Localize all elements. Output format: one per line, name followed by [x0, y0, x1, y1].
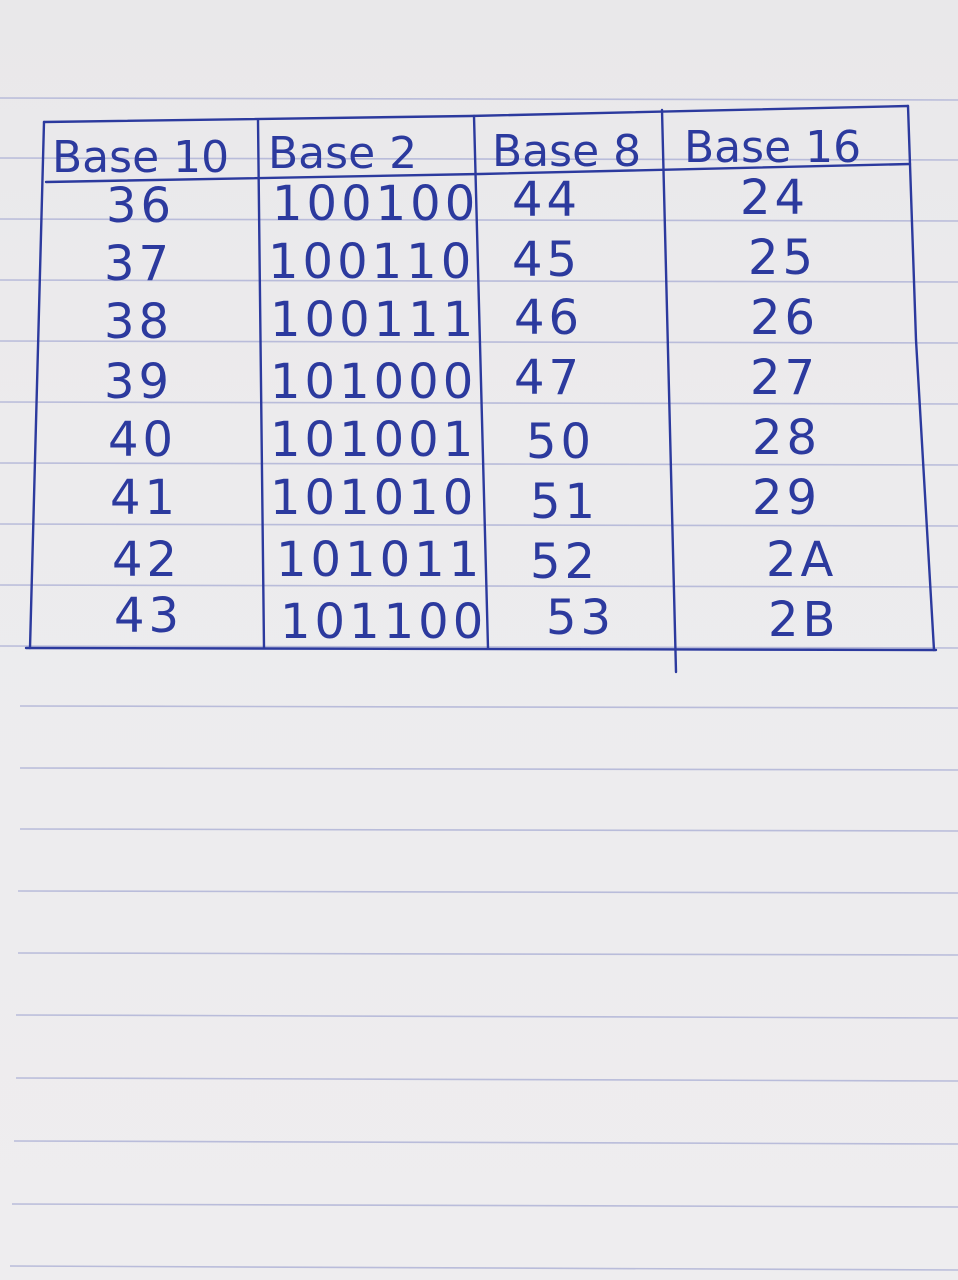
- cell-base-8: 51: [530, 474, 599, 530]
- ruled-line: [13, 1140, 958, 1145]
- table-row: 41 101010 51 29: [110, 470, 821, 530]
- table-row: 36 100100 44 24: [106, 170, 809, 234]
- cell-base-2: 101010: [270, 470, 477, 526]
- cell-base-2: 101001: [270, 412, 477, 468]
- cell-base-2: 100100: [272, 176, 479, 232]
- ruled-line: [0, 401, 958, 405]
- header-base-2: Base 2: [268, 128, 417, 179]
- ruled-line: [9, 1265, 958, 1271]
- table-row: 39 101000 47 27: [104, 350, 819, 410]
- table-top-border: [42, 104, 910, 124]
- cell-base-2: 101100: [280, 594, 487, 650]
- column-divider-2: [472, 114, 490, 650]
- cell-base-8: 45: [512, 232, 581, 288]
- cell-base-10: 43: [114, 588, 183, 644]
- cell-base-16: 25: [748, 230, 817, 286]
- ruled-line: [0, 523, 958, 527]
- ruled-line: [0, 218, 958, 222]
- ruled-line: [0, 462, 958, 466]
- ruled-line: [0, 97, 958, 101]
- header-underline: [44, 162, 912, 184]
- cell-base-16: 29: [752, 470, 821, 526]
- table-row: 40 101001 50 28: [108, 410, 821, 470]
- cell-base-2: 101000: [270, 354, 477, 410]
- cell-base-16: 2B: [768, 592, 839, 648]
- ruled-line: [0, 157, 958, 161]
- header-base-10: Base 10: [52, 132, 229, 183]
- cell-base-16: 28: [752, 410, 821, 466]
- cell-base-8: 44: [512, 172, 581, 228]
- ruled-line: [0, 645, 958, 649]
- ruled-line: [0, 584, 958, 588]
- table-left-border: [28, 120, 46, 650]
- table-right-border: [906, 104, 936, 652]
- cell-base-16: 26: [750, 290, 819, 346]
- cell-base-8: 52: [530, 534, 599, 590]
- column-divider-3: [660, 108, 678, 674]
- cell-base-10: 36: [106, 178, 175, 234]
- cell-base-10: 38: [104, 294, 173, 350]
- ruled-line: [19, 705, 958, 709]
- ruled-line: [11, 1203, 958, 1208]
- header-base-8: Base 8: [492, 126, 641, 177]
- table-bottom-border: [24, 646, 938, 652]
- cell-base-16: 27: [750, 350, 819, 406]
- cell-base-2: 100111: [270, 292, 477, 348]
- cell-base-8: 46: [514, 290, 583, 346]
- column-divider-1: [256, 118, 266, 650]
- cell-base-8: 53: [546, 590, 615, 646]
- table-row: 38 100111 46 26: [104, 290, 819, 350]
- cell-base-2: 100110: [268, 234, 475, 290]
- ruled-line: [17, 890, 958, 894]
- cell-base-10: 40: [108, 412, 177, 468]
- header-base-16: Base 16: [684, 122, 861, 173]
- ruled-line: [15, 1014, 958, 1019]
- cell-base-10: 42: [112, 532, 181, 588]
- cell-base-2: 101011: [276, 532, 483, 588]
- table-row: 37 100110 45 25: [104, 230, 817, 292]
- cell-base-8: 50: [526, 414, 595, 470]
- ruled-line: [19, 767, 958, 771]
- cell-base-16: 2A: [766, 532, 837, 588]
- cell-base-16: 24: [740, 170, 809, 226]
- table-row: 42 101011 52 2A: [112, 532, 837, 590]
- table-row: 43 101100 53 2B: [114, 588, 839, 650]
- cell-base-8: 47: [514, 350, 583, 406]
- ruled-line: [19, 828, 958, 832]
- ruled-line: [17, 952, 958, 956]
- cell-base-10: 39: [104, 354, 173, 410]
- ruled-line: [15, 1077, 958, 1082]
- cell-base-10: 41: [110, 470, 179, 526]
- cell-base-10: 37: [104, 236, 173, 292]
